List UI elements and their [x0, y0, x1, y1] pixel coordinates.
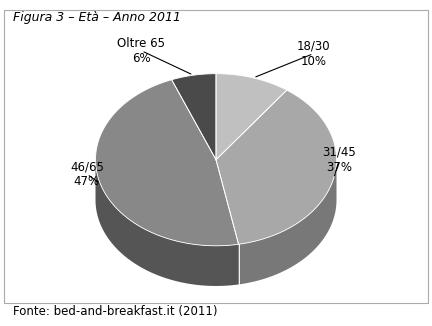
Polygon shape [95, 160, 238, 286]
Text: Oltre 65
6%: Oltre 65 6% [118, 37, 165, 65]
Polygon shape [216, 74, 287, 160]
Text: Fonte: bed-and-breakfast.it (2011): Fonte: bed-and-breakfast.it (2011) [13, 305, 217, 318]
Polygon shape [172, 74, 216, 160]
Text: Figura 3 – Età – Anno 2011: Figura 3 – Età – Anno 2011 [13, 11, 181, 24]
Text: 46/65
47%: 46/65 47% [70, 160, 104, 188]
Text: 31/45
37%: 31/45 37% [322, 146, 356, 174]
Polygon shape [238, 160, 337, 285]
Polygon shape [95, 80, 238, 246]
Text: 18/30
10%: 18/30 10% [297, 39, 330, 67]
Polygon shape [216, 90, 337, 244]
